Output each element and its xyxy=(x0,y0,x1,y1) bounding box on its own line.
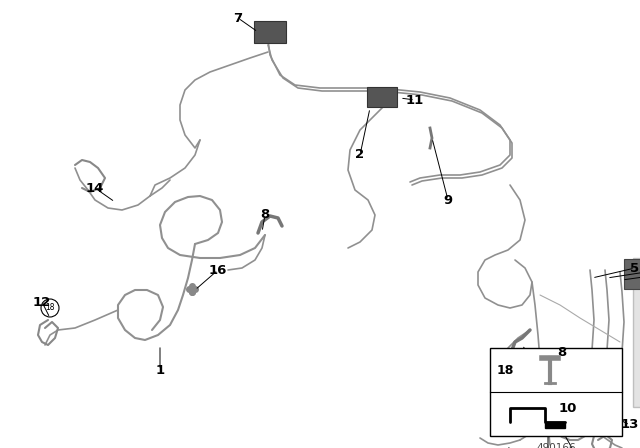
Text: 18: 18 xyxy=(496,363,514,376)
Text: 490166: 490166 xyxy=(536,443,576,448)
Text: 18: 18 xyxy=(45,303,55,313)
Text: 8: 8 xyxy=(260,208,269,221)
FancyBboxPatch shape xyxy=(624,259,640,289)
Text: 2: 2 xyxy=(355,148,365,161)
Text: 1: 1 xyxy=(156,363,164,376)
Text: 7: 7 xyxy=(234,12,243,25)
FancyBboxPatch shape xyxy=(633,258,640,407)
Text: 14: 14 xyxy=(86,181,104,194)
Text: 12: 12 xyxy=(33,296,51,309)
Text: 18: 18 xyxy=(531,415,540,425)
Bar xyxy=(490,348,622,436)
FancyBboxPatch shape xyxy=(367,87,397,107)
Text: 16: 16 xyxy=(209,263,227,276)
Text: 9: 9 xyxy=(444,194,452,207)
Text: 10: 10 xyxy=(559,401,577,414)
Polygon shape xyxy=(545,422,565,428)
Text: 13: 13 xyxy=(621,418,639,431)
Text: 5: 5 xyxy=(630,262,639,275)
FancyBboxPatch shape xyxy=(254,21,286,43)
Text: 8: 8 xyxy=(557,345,566,358)
Text: 11: 11 xyxy=(406,94,424,107)
